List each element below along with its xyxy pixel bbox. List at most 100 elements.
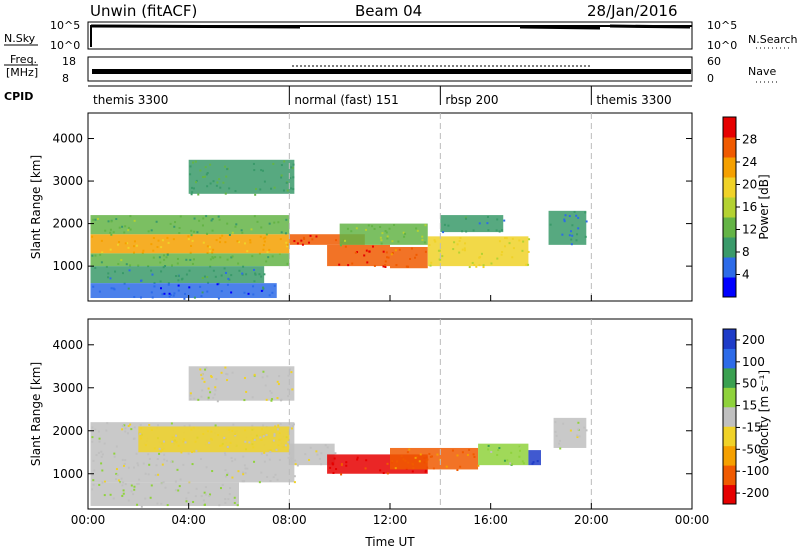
data-cell — [365, 228, 368, 231]
data-cell — [244, 472, 247, 475]
data-cell — [201, 389, 204, 392]
data-cell — [231, 255, 234, 258]
data-cell — [270, 399, 273, 402]
nsky-right-tick-low: 10^0 — [707, 39, 737, 52]
colorbar-tick-label: -100 — [742, 464, 769, 478]
data-cell — [139, 434, 142, 437]
data-cell — [346, 227, 349, 230]
data-cell — [387, 256, 390, 259]
data-cell — [412, 467, 415, 470]
data-cell — [320, 452, 323, 455]
data-cell — [206, 245, 209, 248]
data-cell — [112, 497, 115, 500]
data-cell — [296, 464, 299, 467]
data-cell — [175, 434, 178, 437]
data-cell — [174, 275, 177, 278]
data-cell — [187, 491, 190, 494]
data-cell — [463, 247, 466, 250]
data-cell — [510, 451, 513, 454]
data-cell — [219, 444, 222, 447]
data-cell — [272, 162, 275, 165]
data-region — [188, 366, 295, 401]
data-cell — [394, 467, 397, 470]
data-cell — [115, 218, 118, 221]
data-cell — [263, 273, 266, 276]
data-cell — [208, 246, 211, 249]
data-cell — [209, 493, 212, 496]
data-cell — [265, 233, 268, 236]
data-cell — [309, 234, 312, 237]
data-cell — [142, 249, 145, 252]
x-tick-label: 00:00 — [71, 513, 106, 527]
data-cell — [209, 182, 212, 185]
data-cell — [511, 237, 514, 240]
data-cell — [165, 256, 168, 259]
data-cell — [116, 473, 119, 476]
data-cell — [291, 388, 294, 391]
data-cell — [584, 211, 587, 214]
data-cell — [260, 289, 263, 292]
data-cell — [259, 188, 262, 191]
data-cell — [296, 242, 299, 245]
colorbar-segment — [723, 217, 736, 238]
data-cell — [124, 242, 127, 245]
data-cell — [219, 241, 222, 244]
data-cell — [110, 220, 113, 223]
data-cell — [190, 229, 193, 232]
colorbar-tick-label: 20 — [742, 178, 757, 192]
data-cell — [91, 254, 94, 257]
data-cell — [252, 293, 255, 296]
data-cell — [224, 165, 227, 168]
data-region — [138, 426, 290, 453]
data-cell — [380, 242, 383, 245]
data-cell — [115, 472, 118, 475]
data-region — [289, 234, 365, 245]
data-cell — [115, 468, 118, 471]
data-cell — [150, 269, 153, 272]
data-cell — [136, 482, 139, 485]
data-cell — [496, 453, 499, 456]
beam-label: Beam 04 — [355, 2, 422, 20]
y-tick-label: 1000 — [52, 259, 83, 273]
data-cell — [214, 386, 217, 389]
data-cell — [226, 379, 229, 382]
data-cell — [386, 237, 389, 240]
data-cell — [191, 451, 194, 454]
data-cell — [496, 257, 499, 260]
data-cell — [189, 394, 192, 397]
data-cell — [276, 478, 279, 481]
data-cell — [287, 441, 290, 444]
data-cell — [156, 246, 159, 249]
data-cell — [278, 438, 281, 441]
data-cell — [128, 269, 131, 272]
data-cell — [518, 239, 521, 242]
data-cell — [187, 238, 190, 241]
x-tick-label: 16:00 — [473, 513, 508, 527]
data-cell — [275, 448, 278, 451]
data-cell — [231, 460, 234, 463]
data-cell — [243, 291, 246, 294]
data-cell — [423, 241, 426, 244]
data-cell — [153, 281, 156, 284]
data-cell — [122, 492, 125, 495]
data-cell — [290, 187, 293, 190]
data-cell — [571, 224, 574, 227]
data-cell — [185, 273, 188, 276]
data-cell — [209, 391, 212, 394]
data-cell — [224, 475, 227, 478]
data-cell — [561, 233, 564, 236]
data-cell — [575, 239, 578, 242]
data-cell — [237, 241, 240, 244]
data-cell — [221, 483, 224, 486]
data-cell — [211, 470, 214, 473]
data-cell — [234, 433, 237, 436]
data-cell — [188, 269, 191, 272]
data-cell — [501, 251, 504, 254]
data-cell — [368, 250, 371, 253]
data-cell — [465, 230, 468, 233]
data-cell — [402, 231, 405, 234]
data-cell — [284, 444, 287, 447]
data-cell — [109, 493, 112, 496]
data-cell — [133, 437, 136, 440]
data-cell — [266, 476, 269, 479]
